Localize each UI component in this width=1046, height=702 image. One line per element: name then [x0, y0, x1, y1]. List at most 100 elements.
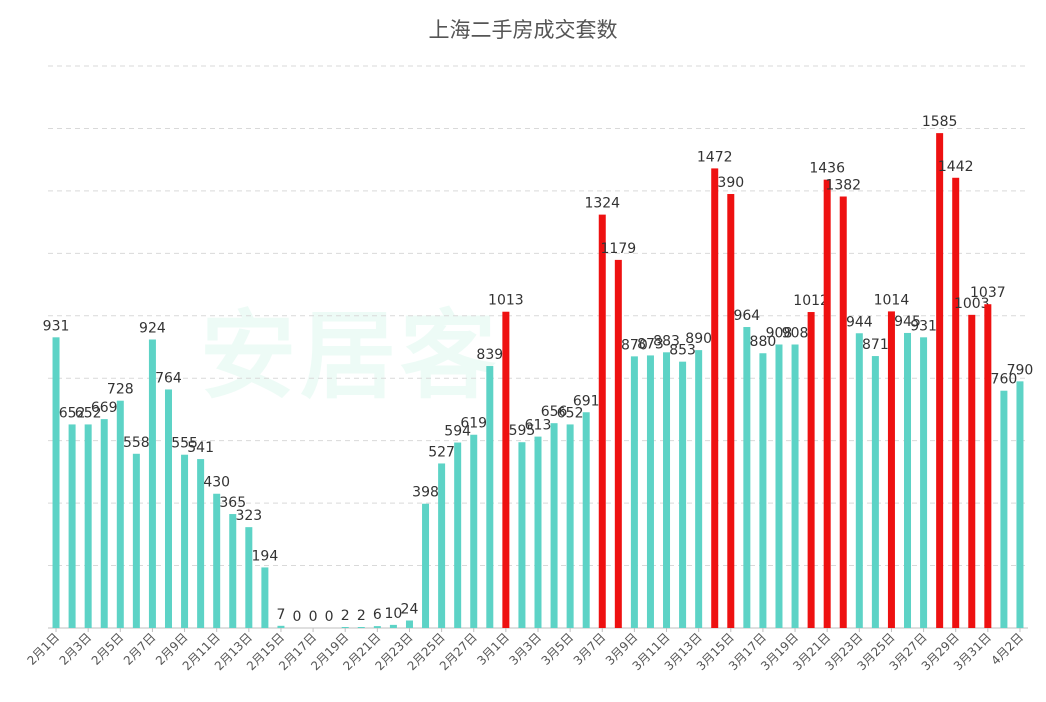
- data-label: 24: [401, 602, 419, 618]
- data-label: 194: [252, 548, 279, 564]
- data-label: 839: [476, 347, 503, 363]
- bar: [341, 627, 349, 628]
- chart-title: 上海二手房成交套数: [428, 18, 618, 42]
- data-label: 931: [43, 318, 70, 334]
- data-label: 871: [862, 337, 889, 353]
- data-label: 595: [509, 423, 536, 439]
- data-label: 323: [235, 508, 262, 524]
- bar: [357, 627, 365, 628]
- x-tick-label: 3月5日: [539, 630, 577, 668]
- data-label: 558: [123, 435, 150, 451]
- data-label: 691: [573, 393, 600, 409]
- data-label: 1382: [825, 178, 861, 194]
- data-label: 1442: [938, 159, 974, 175]
- bar: [904, 332, 912, 628]
- data-label: 890: [685, 331, 712, 347]
- data-label: 0: [309, 609, 318, 625]
- data-label: 908: [766, 326, 793, 342]
- x-tick-label: 4月2日: [988, 630, 1026, 668]
- data-label: 619: [460, 416, 487, 432]
- bar: [920, 337, 928, 628]
- bar: [405, 620, 413, 628]
- data-label: 390: [717, 175, 744, 191]
- bar: [663, 352, 671, 628]
- bar: [245, 527, 253, 628]
- data-label: 908: [782, 326, 809, 342]
- data-label: 2: [357, 608, 366, 624]
- x-tick-label: 3月3日: [506, 630, 544, 668]
- bar: [277, 625, 285, 628]
- bar: [164, 389, 172, 628]
- bar: [229, 514, 237, 628]
- bar: [727, 194, 735, 628]
- bar: [470, 434, 478, 628]
- data-label: 527: [428, 444, 455, 460]
- data-label: 2: [341, 608, 350, 624]
- bar: [952, 177, 960, 628]
- bar: [823, 179, 831, 628]
- bar: [373, 626, 381, 628]
- bar: [646, 355, 654, 628]
- bar: [132, 453, 140, 628]
- x-tick-label: 3月7日: [571, 630, 609, 668]
- data-label: 613: [525, 418, 552, 434]
- data-label: 870: [621, 337, 648, 353]
- data-label: 873: [637, 336, 664, 352]
- data-label: 398: [412, 485, 439, 501]
- bar: [984, 304, 992, 628]
- data-label: 883: [653, 333, 680, 349]
- data-label: 1003: [954, 296, 990, 312]
- data-label: 594: [444, 424, 471, 440]
- bar: [871, 356, 879, 628]
- bar: [887, 311, 895, 628]
- bar: [1016, 381, 1024, 628]
- data-label: 931: [910, 318, 937, 334]
- data-label: 10: [384, 606, 402, 622]
- data-label: 944: [846, 314, 873, 330]
- bar: [1000, 390, 1008, 628]
- bar: [486, 366, 494, 628]
- bar: [711, 168, 719, 629]
- data-label: 1585: [922, 114, 958, 130]
- bar: [855, 333, 863, 628]
- bar: [534, 436, 542, 628]
- data-label: 652: [557, 405, 584, 421]
- bar: [743, 327, 751, 628]
- bar: [695, 350, 703, 628]
- bar: [518, 442, 526, 628]
- bar: [791, 344, 799, 628]
- x-tick-label: 2月1日: [24, 630, 62, 668]
- bar: [68, 424, 76, 628]
- bar: [614, 259, 622, 628]
- x-tick-label: 2月5日: [89, 630, 127, 668]
- data-label: 652: [75, 405, 102, 421]
- data-label: 1324: [584, 196, 620, 212]
- bar: [213, 493, 221, 628]
- data-label: 790: [1007, 362, 1034, 378]
- bar: [100, 419, 108, 628]
- bar: [807, 312, 815, 628]
- bar: [148, 339, 156, 628]
- bar: [598, 214, 606, 628]
- data-label: 853: [669, 343, 696, 359]
- bar: [775, 344, 783, 628]
- bar: [582, 412, 590, 628]
- data-label: 1037: [970, 285, 1006, 301]
- bar: [936, 133, 944, 628]
- bar: [116, 400, 124, 628]
- bar: [84, 424, 92, 628]
- x-tick-label: 2月7日: [121, 630, 159, 668]
- bar: [197, 459, 205, 628]
- data-label: 945: [894, 314, 921, 330]
- data-label: 656: [541, 404, 568, 420]
- data-label: 760: [991, 372, 1018, 388]
- data-label: 669: [91, 400, 118, 416]
- x-tick-label: 2月3日: [57, 630, 95, 668]
- data-label: 0: [325, 609, 334, 625]
- data-label: 0: [293, 609, 302, 625]
- data-label: 880: [750, 334, 777, 350]
- data-label: 1013: [488, 293, 524, 309]
- data-label: 7: [276, 607, 285, 623]
